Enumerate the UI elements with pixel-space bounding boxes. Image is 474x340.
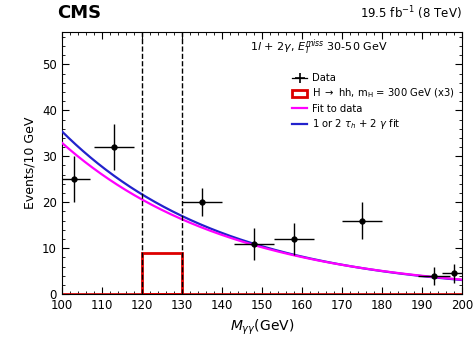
Text: 1$l$ + 2$\gamma$, $E_{T}^{miss}$ 30-50 GeV: 1$l$ + 2$\gamma$, $E_{T}^{miss}$ 30-50 G…: [250, 37, 388, 57]
Text: CMS: CMS: [58, 4, 102, 22]
Bar: [142, 253, 182, 294]
X-axis label: $M_{\gamma\gamma}$(GeV): $M_{\gamma\gamma}$(GeV): [230, 318, 294, 337]
Text: 19.5 fb$^{-1}$ (8 TeV): 19.5 fb$^{-1}$ (8 TeV): [361, 4, 462, 22]
Legend: Data, H $\rightarrow$ hh, m$_{\rm H}$ = 300 GeV (x3), Fit to data, 1 or 2 $\tau_: Data, H $\rightarrow$ hh, m$_{\rm H}$ = …: [291, 71, 457, 133]
Y-axis label: Events/10 GeV: Events/10 GeV: [23, 117, 36, 209]
